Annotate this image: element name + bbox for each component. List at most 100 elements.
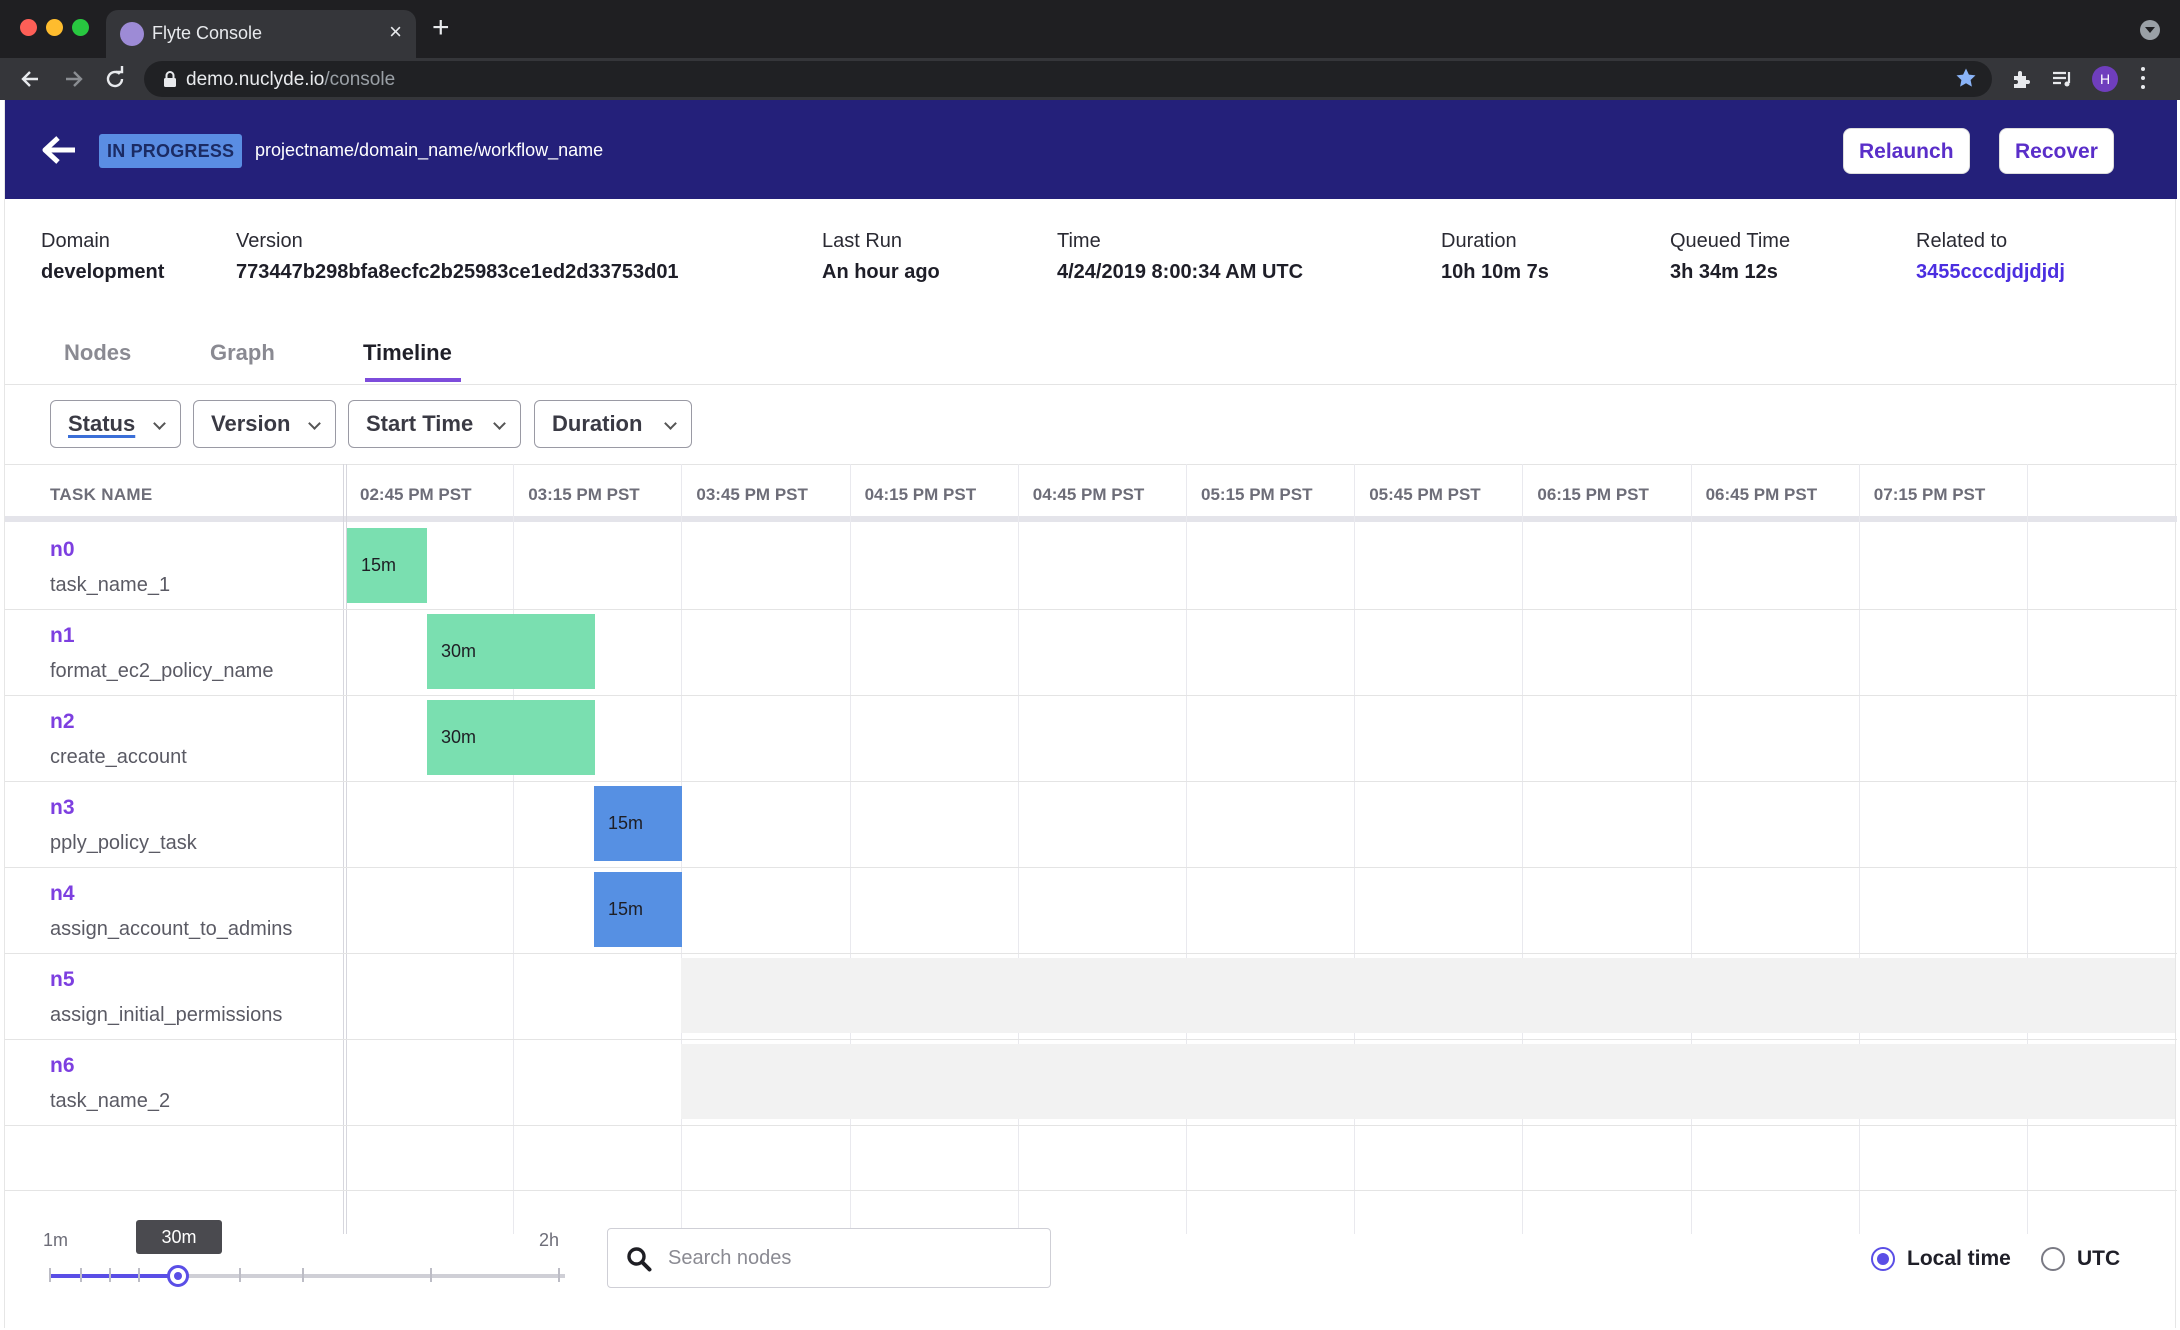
meta-value: 4/24/2019 8:00:34 AM UTC (1057, 261, 1304, 283)
related-execution-link[interactable]: 3455cccdjdjdjdj (1916, 261, 2065, 283)
zoom-tick (302, 1268, 304, 1282)
status-filter[interactable]: Status (50, 400, 181, 448)
new-tab-icon[interactable]: + (432, 11, 450, 44)
meta-time: Time 4/24/2019 8:00:34 AM UTC (1057, 228, 1303, 285)
meta-label: Queued Time (1670, 230, 1791, 252)
tab-search-icon[interactable] (2140, 20, 2160, 40)
tab-graph[interactable]: Graph (210, 340, 275, 365)
forward-icon[interactable] (58, 64, 88, 94)
grid-line (1017, 464, 1019, 1234)
task-row-n5[interactable]: n5 assign_initial_permissions (5, 954, 2177, 1040)
zoom-slider-thumb[interactable] (167, 1265, 189, 1287)
url-path: /console (324, 69, 396, 90)
tab-nodes[interactable]: Nodes (64, 340, 132, 365)
meta-label: Duration (1441, 230, 1517, 252)
task-row-n4[interactable]: n4 assign_account_to_admins 15m (5, 868, 2177, 954)
task-name: format_ec2_policy_name (50, 660, 274, 682)
task-name: assign_initial_permissions (50, 1004, 283, 1026)
timeline-bar-succeeded[interactable]: 30m (427, 700, 595, 775)
zoom-slider-track[interactable] (49, 1274, 565, 1278)
search-input[interactable] (668, 1239, 1038, 1277)
time-axis-label: 07:15 PM PST (1873, 485, 1986, 504)
meta-domain: Domain development (41, 228, 164, 285)
task-row-n3[interactable]: n3 pply_policy_task 15m (5, 782, 2177, 868)
timeline-bar-succeeded[interactable]: 30m (427, 614, 595, 689)
reading-list-icon[interactable] (2050, 67, 2074, 91)
browser-tab[interactable]: Flyte Console × (106, 10, 416, 58)
close-tab-icon[interactable]: × (389, 19, 402, 44)
grid-line (1522, 464, 1524, 1234)
node-id[interactable]: n5 (50, 968, 75, 991)
zoom-tick (430, 1268, 432, 1282)
node-id[interactable]: n0 (50, 538, 75, 561)
zoom-tick (49, 1268, 51, 1282)
meta-value: An hour ago (822, 261, 940, 283)
task-row-n6[interactable]: n6 task_name_2 (5, 1040, 2177, 1126)
task-name: task_name_2 (50, 1090, 171, 1112)
timeline-bar-succeeded[interactable]: 15m (347, 528, 427, 603)
filter-label: Status (68, 411, 136, 436)
time-axis-label: 06:15 PM PST (1537, 485, 1649, 504)
zoom-tick (138, 1268, 140, 1282)
node-id[interactable]: n1 (50, 624, 75, 647)
node-id[interactable]: n3 (50, 796, 75, 819)
meta-last-run: Last Run An hour ago (822, 228, 940, 285)
node-id[interactable]: n6 (50, 1054, 75, 1077)
timeline-bar-running[interactable]: 15m (594, 872, 682, 947)
node-id[interactable]: n4 (50, 882, 75, 905)
meta-duration: Duration 10h 10m 7s (1441, 228, 1549, 285)
browser-toolbar: demo.nuclyde.io/console H (0, 58, 2180, 100)
time-axis-label: 05:15 PM PST (1201, 485, 1313, 504)
minimize-window-button[interactable] (46, 19, 63, 36)
utc-label[interactable]: UTC (2077, 1247, 2121, 1270)
back-arrow-icon[interactable] (41, 134, 77, 166)
duration-filter[interactable]: Duration (534, 400, 692, 448)
task-name-column-header: TASK NAME (50, 485, 153, 504)
task-row-n1[interactable]: n1 format_ec2_policy_name 30m (5, 610, 2177, 696)
profile-avatar[interactable]: H (2092, 66, 2118, 92)
address-bar[interactable]: demo.nuclyde.io/console (144, 61, 1992, 97)
task-row-n0[interactable]: n0 task_name_1 15m (5, 524, 2177, 610)
breadcrumb: projectname/domain_name/workflow_name (255, 140, 604, 160)
search-nodes-box (607, 1228, 1051, 1288)
meta-label: Version (236, 230, 303, 252)
bookmark-star-icon[interactable] (1954, 66, 1978, 90)
extensions-puzzle-icon[interactable] (2010, 67, 2034, 91)
timeline-chart: TASK NAME 02:45 PM PST 03:15 PM PST 03:45 … (5, 464, 2177, 1234)
task-name: assign_account_to_admins (50, 918, 293, 940)
task-row-n2[interactable]: n2 create_account 30m (5, 696, 2177, 782)
footer-divider (5, 1190, 2177, 1191)
grid-line (513, 464, 515, 1234)
filter-label: Start Time (366, 411, 474, 436)
start-time-filter[interactable]: Start Time (348, 400, 521, 448)
meta-label: Related to (1916, 230, 2008, 252)
grid-line (1186, 464, 1187, 1234)
meta-version: Version 773447b298bfa8ecfc2b25983ce1ed2d… (236, 228, 679, 285)
status-badge: IN PROGRESS (99, 134, 243, 168)
zoom-tick (80, 1268, 82, 1282)
maximize-window-button[interactable] (72, 19, 89, 36)
local-time-radio[interactable] (1871, 1247, 1895, 1271)
tab-timeline[interactable]: Timeline (363, 340, 452, 365)
timeline-bar-pending (681, 958, 2175, 1033)
relaunch-button[interactable]: Relaunch (1843, 128, 1970, 174)
grid-line (1354, 464, 1356, 1234)
node-id[interactable]: n2 (50, 710, 75, 733)
time-axis-label: 02:45 PM PST (360, 485, 472, 504)
flyte-app: IN PROGRESS projectname/domain_name/work… (4, 100, 2177, 1328)
reload-icon[interactable] (100, 64, 130, 94)
timeline-bar-running[interactable]: 15m (594, 786, 682, 861)
recover-button[interactable]: Recover (1999, 128, 2114, 174)
utc-radio[interactable] (2041, 1247, 2065, 1271)
local-time-label[interactable]: Local time (1907, 1247, 2011, 1270)
meta-label: Time (1057, 230, 1101, 252)
back-icon[interactable] (16, 64, 46, 94)
meta-value: development (41, 261, 165, 283)
chevron-down-icon (153, 417, 166, 430)
task-name: create_account (50, 746, 187, 768)
chevron-down-icon (664, 417, 677, 430)
task-name-column-divider[interactable] (343, 464, 347, 1234)
close-window-button[interactable] (20, 19, 37, 36)
version-filter[interactable]: Version (193, 400, 336, 448)
browser-menu-icon[interactable] (2140, 67, 2146, 91)
